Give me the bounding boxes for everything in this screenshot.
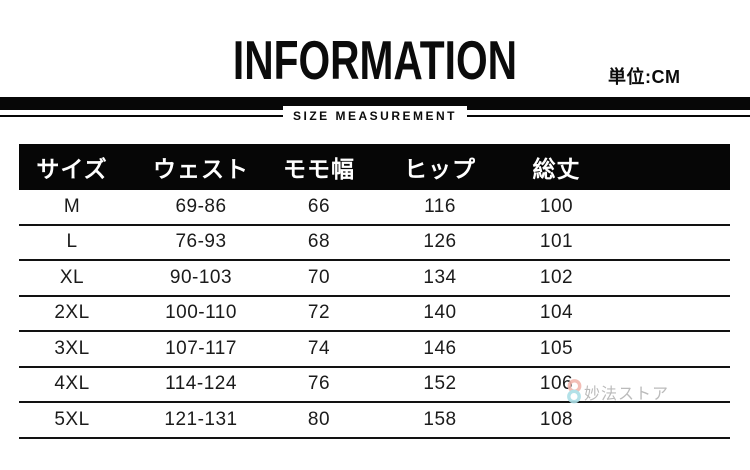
- cell-thigh: 70: [307, 266, 331, 288]
- page-title-text: INFORMATION: [232, 29, 518, 91]
- cell-size: L: [66, 231, 78, 253]
- size-table: サイズ ウェスト モモ幅 ヒップ 総丈 M 69-86 66 116 100 L…: [19, 144, 730, 439]
- cell-thigh: 66: [307, 195, 331, 217]
- cell-hip: 116: [424, 195, 456, 217]
- divider-bar: [0, 97, 750, 110]
- cell-waist: 107-117: [165, 337, 237, 359]
- table-row-4xl: 4XL 114-124 76 152 106: [19, 368, 730, 403]
- cell-waist: 121-131: [164, 408, 238, 430]
- table-row-2xl: 2XL 100-110 72 140 104: [19, 297, 730, 332]
- cell-length: 102: [539, 266, 574, 288]
- cell-hip: 126: [423, 231, 457, 253]
- cell-size: XL: [59, 266, 85, 288]
- cell-length: 108: [539, 408, 574, 430]
- cell-size: 3XL: [54, 337, 90, 359]
- column-header-thigh: モモ幅: [283, 156, 355, 182]
- cell-hip: 158: [423, 408, 457, 430]
- cell-length: 104: [539, 302, 574, 324]
- cell-thigh: 68: [307, 231, 331, 253]
- store-logo-icon: [567, 379, 582, 404]
- cell-hip: 152: [423, 373, 457, 395]
- cell-hip: 134: [423, 266, 457, 288]
- cell-length: 105: [539, 337, 574, 359]
- column-header-size: サイズ: [36, 156, 108, 182]
- cell-length: 106: [539, 373, 574, 395]
- cell-size: 2XL: [54, 302, 90, 324]
- cell-size: 5XL: [54, 408, 90, 430]
- cell-thigh: 76: [307, 373, 331, 395]
- table-row-m: M 69-86 66 116 100: [19, 190, 730, 226]
- table-row-xl: XL 90-103 70 134 102: [19, 261, 730, 297]
- cell-waist: 114-124: [165, 373, 237, 395]
- table-row-l: L 76-93 68 126 101: [19, 226, 730, 261]
- store-watermark: 妙法ストア: [565, 379, 669, 404]
- unit-label: 単位:CM: [608, 67, 681, 87]
- table-header-row: サイズ ウェスト モモ幅 ヒップ 総丈: [19, 144, 730, 190]
- page-title: INFORMATION: [0, 33, 750, 88]
- cell-waist: 100-110: [165, 302, 237, 324]
- cell-thigh: 72: [307, 302, 331, 324]
- column-header-waist: ウェスト: [153, 156, 249, 182]
- cell-length: 100: [539, 195, 574, 217]
- store-name: 妙法ストア: [584, 385, 670, 403]
- cell-waist: 90-103: [169, 266, 233, 288]
- cell-size: 4XL: [54, 373, 90, 395]
- cell-length: 101: [539, 231, 574, 253]
- cell-waist: 76-93: [175, 231, 227, 253]
- cell-size: M: [63, 195, 81, 217]
- column-header-hip: ヒップ: [404, 156, 476, 182]
- section-label: SIZE MEASUREMENT: [282, 106, 468, 126]
- table-row-5xl: 5XL 121-131 80 158 108: [19, 403, 730, 439]
- cell-waist: 69-86: [175, 195, 227, 217]
- table-row-3xl: 3XL 107-117 74 146 105: [19, 332, 730, 368]
- cell-thigh: 74: [307, 337, 331, 359]
- cell-thigh: 80: [307, 408, 331, 430]
- cell-hip: 146: [423, 337, 457, 359]
- column-header-length: 総丈: [532, 156, 581, 182]
- cell-hip: 140: [423, 302, 457, 324]
